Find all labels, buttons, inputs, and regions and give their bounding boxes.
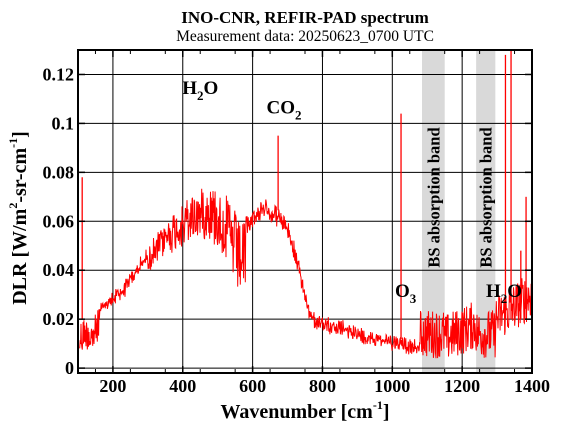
series-layer	[79, 50, 533, 359]
y-tick-label: 0	[65, 358, 74, 378]
spectrum-line	[79, 188, 533, 359]
molecule-label: H2O	[486, 281, 522, 306]
x-tick-label: 800	[309, 376, 336, 396]
x-tick-label: 1400	[514, 376, 550, 396]
y-tick-label: 0.06	[43, 211, 75, 231]
shaded-band	[421, 50, 445, 373]
molecule-label: O3	[395, 281, 417, 306]
shaded-bands	[421, 50, 496, 373]
x-tick-label: 600	[239, 376, 266, 396]
band-label: BS absorption band	[477, 127, 496, 267]
chart-subtitle: Measurement data: 20250623_0700 UTC	[176, 28, 434, 45]
x-tick-label: 1000	[374, 376, 410, 396]
chart-title: INO-CNR, REFIR-PAD spectrum	[181, 8, 429, 27]
molecule-label: H2O	[182, 78, 218, 103]
molecule-label: CO2	[267, 98, 302, 123]
x-tick-label: 400	[169, 376, 196, 396]
y-tick-label: 0.12	[43, 64, 75, 84]
y-tick-label: 0.1	[52, 113, 75, 133]
y-tick-label: 0.04	[43, 260, 75, 280]
axis-ticks: 200 400 600 800 1000 1200 1400 0 0.02 0.04 0.06 0.0…	[43, 50, 550, 396]
x-tick-label: 200	[99, 376, 126, 396]
y-tick-label: 0.02	[43, 309, 75, 329]
annotations: BS absorption band BS absorption band H2O C…	[182, 78, 522, 306]
y-axis-title: DLR [W/m2-sr-cm-1]	[6, 131, 31, 305]
x-tick-label: 1200	[444, 376, 480, 396]
x-axis-title: Wavenumber [cm-1]	[220, 398, 389, 423]
shaded-band	[476, 50, 496, 373]
band-label: BS absorption band	[424, 127, 443, 267]
y-tick-label: 0.08	[43, 162, 75, 182]
